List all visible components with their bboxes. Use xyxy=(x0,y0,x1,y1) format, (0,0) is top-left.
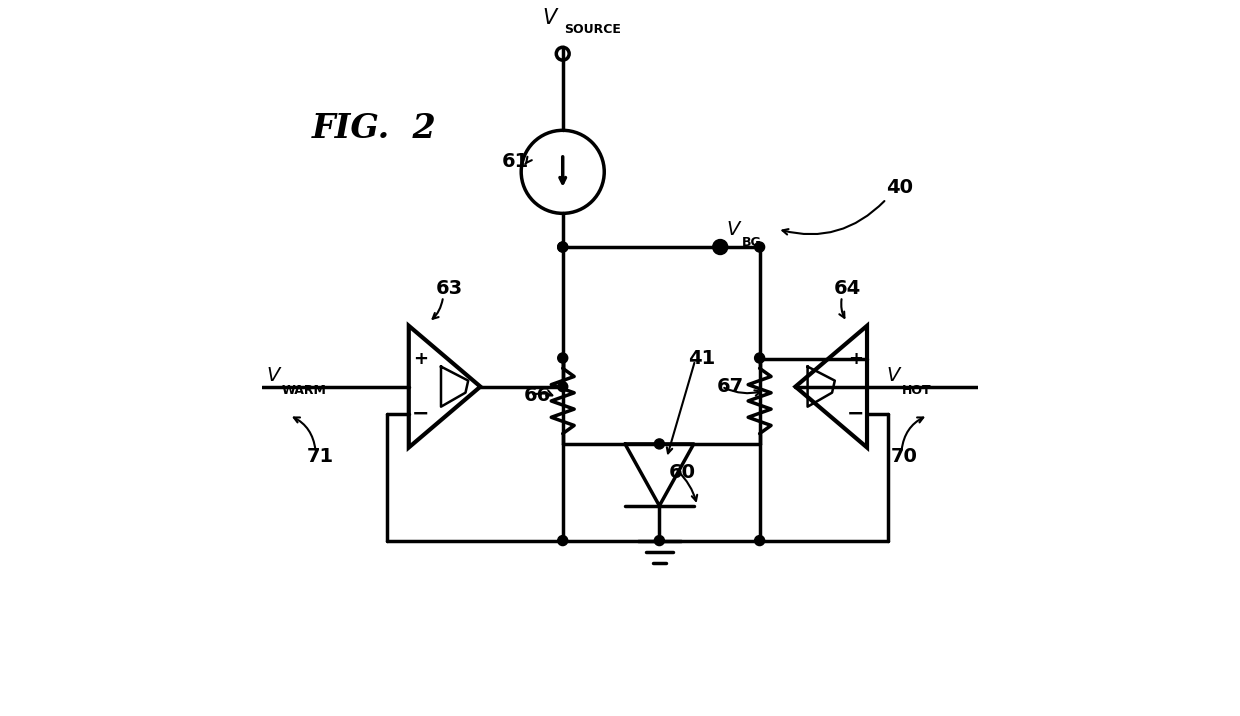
Text: FIG.  2: FIG. 2 xyxy=(312,112,436,145)
Text: SOURCE: SOURCE xyxy=(564,23,621,36)
Text: 40: 40 xyxy=(887,178,914,198)
Text: $V$: $V$ xyxy=(887,367,903,385)
Circle shape xyxy=(755,353,765,363)
Circle shape xyxy=(558,242,568,252)
Text: 61: 61 xyxy=(502,152,529,170)
Text: 60: 60 xyxy=(668,463,696,482)
Text: BG: BG xyxy=(742,236,761,249)
Circle shape xyxy=(558,536,568,546)
Circle shape xyxy=(755,242,765,252)
Text: 41: 41 xyxy=(688,349,715,367)
Text: −: − xyxy=(412,404,429,424)
Text: 71: 71 xyxy=(306,447,334,466)
Text: +: + xyxy=(848,350,863,368)
Text: 63: 63 xyxy=(435,279,463,298)
Circle shape xyxy=(655,439,665,449)
Text: 66: 66 xyxy=(523,386,551,405)
Circle shape xyxy=(655,536,665,546)
Circle shape xyxy=(755,536,765,546)
Text: $V$: $V$ xyxy=(542,8,559,28)
Text: 70: 70 xyxy=(890,447,918,466)
Text: +: + xyxy=(413,350,428,368)
Circle shape xyxy=(558,353,568,363)
Text: 67: 67 xyxy=(717,377,744,396)
Circle shape xyxy=(558,382,568,392)
Text: WARM: WARM xyxy=(281,384,326,397)
Text: $V$: $V$ xyxy=(725,220,743,238)
Text: HOT: HOT xyxy=(901,384,931,397)
Circle shape xyxy=(715,242,725,252)
Circle shape xyxy=(558,242,568,252)
Text: 64: 64 xyxy=(833,279,861,298)
Text: $V$: $V$ xyxy=(265,367,281,385)
Text: −: − xyxy=(847,404,864,424)
